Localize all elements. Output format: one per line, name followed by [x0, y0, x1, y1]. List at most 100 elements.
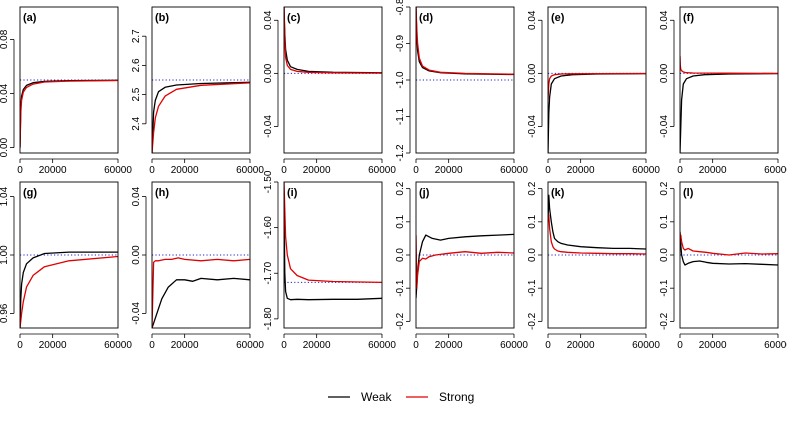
x-tick-label: 20000: [435, 340, 463, 351]
y-tick-label: -1.2: [395, 144, 406, 162]
x-tick-label: 0: [413, 340, 419, 351]
y-tick-label: -1.80: [263, 307, 274, 330]
y-tick-label: -0.1: [527, 279, 538, 297]
y-tick-label: 0.08: [0, 29, 10, 49]
plot-frame: [415, 6, 515, 154]
panel-k: (k) 0 20000 60000 -0.2 -0.1 0.0 0.1 0.2: [527, 181, 660, 351]
series-line-weak: [20, 79, 118, 148]
series-line-strong: [152, 257, 250, 328]
y-tick-label: -0.04: [659, 115, 670, 138]
y-tick-label: -1.1: [395, 107, 406, 125]
x-tick-label: 20000: [699, 165, 727, 176]
series-line-strong: [284, 182, 382, 284]
y-tick-label: -0.2: [659, 312, 670, 330]
panel-a: (a) 0 20000 60000 0.00 0.04 0.08: [0, 6, 132, 176]
x-tick-label: 20000: [435, 165, 463, 176]
y-tick-label: -1.0: [395, 71, 406, 89]
x-tick-label: 60000: [104, 165, 132, 176]
x-tick-label: 60000: [764, 165, 787, 176]
y-tick-label: 0.04: [0, 83, 10, 103]
y-tick-label: 0.1: [527, 214, 538, 228]
series-line-weak: [152, 81, 250, 153]
y-tick-label: 0.0: [659, 248, 670, 262]
panel-label: (l): [683, 187, 694, 199]
x-tick-label: 0: [149, 165, 155, 176]
panel-label: (i): [287, 187, 298, 199]
panel-i: (i) 0 20000 60000 -1.80 -1.70 -1.60 -1.50: [263, 170, 396, 351]
y-tick-label: -1.50: [263, 170, 274, 193]
y-tick-label: 0.1: [659, 214, 670, 228]
y-tick-label: 0.00: [131, 245, 142, 265]
y-tick-label: -0.8: [395, 0, 406, 16]
series-line-strong: [680, 56, 778, 75]
x-tick-label: 60000: [368, 340, 396, 351]
x-tick-label: 20000: [303, 340, 331, 351]
series-line-weak: [152, 277, 250, 328]
y-tick-label: 0.04: [131, 186, 142, 206]
x-tick-label: 0: [149, 340, 155, 351]
y-tick-label: 0.2: [659, 181, 670, 195]
x-tick-label: 60000: [764, 340, 787, 351]
legend: Weak Strong: [328, 390, 474, 404]
panel-label: (d): [419, 12, 433, 24]
x-tick-label: 20000: [39, 165, 67, 176]
y-tick-label: 2.5: [131, 87, 142, 101]
panel-b: (b) 0 20000 60000 2.4 2.5 2.6 2.7: [131, 6, 264, 176]
y-tick-label: -0.04: [527, 115, 538, 138]
y-tick-label: 0.04: [659, 10, 670, 30]
series-line-weak: [284, 204, 382, 301]
panel-label: (k): [551, 187, 565, 199]
y-tick-label: -0.04: [263, 115, 274, 138]
x-tick-label: 20000: [567, 340, 595, 351]
y-tick-label: 0.00: [0, 137, 10, 157]
y-tick-label: -0.1: [395, 279, 406, 297]
panel-f: (f) 0 20000 60000 -0.04 0.00 0.04: [659, 6, 787, 176]
plot-frame: [283, 181, 383, 329]
y-tick-label: 0.0: [395, 248, 406, 262]
panel-c: (c) 0 20000 60000 -0.04 0.00 0.04: [263, 6, 396, 176]
panel-label: (c): [287, 12, 301, 24]
series-line-weak: [680, 72, 778, 153]
y-tick-label: -0.9: [395, 34, 406, 52]
x-tick-label: 60000: [500, 340, 528, 351]
x-tick-label: 60000: [632, 340, 660, 351]
y-tick-label: 0.00: [527, 63, 538, 83]
plot-frame: [679, 181, 779, 329]
panel-d: (d) 0 20000 60000 -1.2 -1.1 -1.0 -0.9 -0.8: [395, 0, 528, 176]
y-tick-label: 0.0: [527, 248, 538, 262]
y-tick-label: -0.2: [395, 312, 406, 330]
y-tick-label: 0.00: [263, 63, 274, 83]
x-tick-label: 60000: [236, 165, 264, 176]
y-tick-label: 2.6: [131, 58, 142, 72]
x-tick-label: 60000: [104, 340, 132, 351]
panel-g: (g) 0 20000 60000 0.96 1.00 1.04: [0, 181, 132, 351]
series-line-weak: [548, 72, 646, 153]
y-tick-label: 2.4: [131, 116, 142, 130]
series-line-strong: [548, 214, 646, 255]
x-tick-label: 0: [17, 165, 23, 176]
x-tick-label: 20000: [171, 165, 199, 176]
panel-h: (h) 0 20000 60000 -0.04 0.00 0.04: [131, 181, 264, 351]
y-tick-label: 0.04: [527, 10, 538, 30]
legend-strong-label: Strong: [439, 390, 474, 404]
x-tick-label: 0: [281, 165, 287, 176]
x-tick-label: 60000: [368, 165, 396, 176]
plot-frame: [283, 6, 383, 154]
plot-frame: [19, 6, 119, 154]
series-line-strong: [680, 234, 778, 256]
x-tick-label: 0: [677, 165, 683, 176]
series-line-strong: [548, 72, 646, 100]
x-tick-label: 20000: [303, 165, 331, 176]
panel-label: (j): [419, 187, 430, 199]
panel-label: (a): [23, 12, 37, 24]
y-tick-label: 0.04: [263, 10, 274, 30]
panel-label: (b): [155, 12, 169, 24]
plot-frame: [151, 181, 251, 329]
x-tick-label: 60000: [500, 165, 528, 176]
plot-frame: [19, 181, 119, 329]
series-line-weak: [680, 231, 778, 266]
legend-weak-label: Weak: [361, 390, 392, 404]
panel-label: (h): [155, 187, 169, 199]
plot-frame: [415, 181, 515, 329]
